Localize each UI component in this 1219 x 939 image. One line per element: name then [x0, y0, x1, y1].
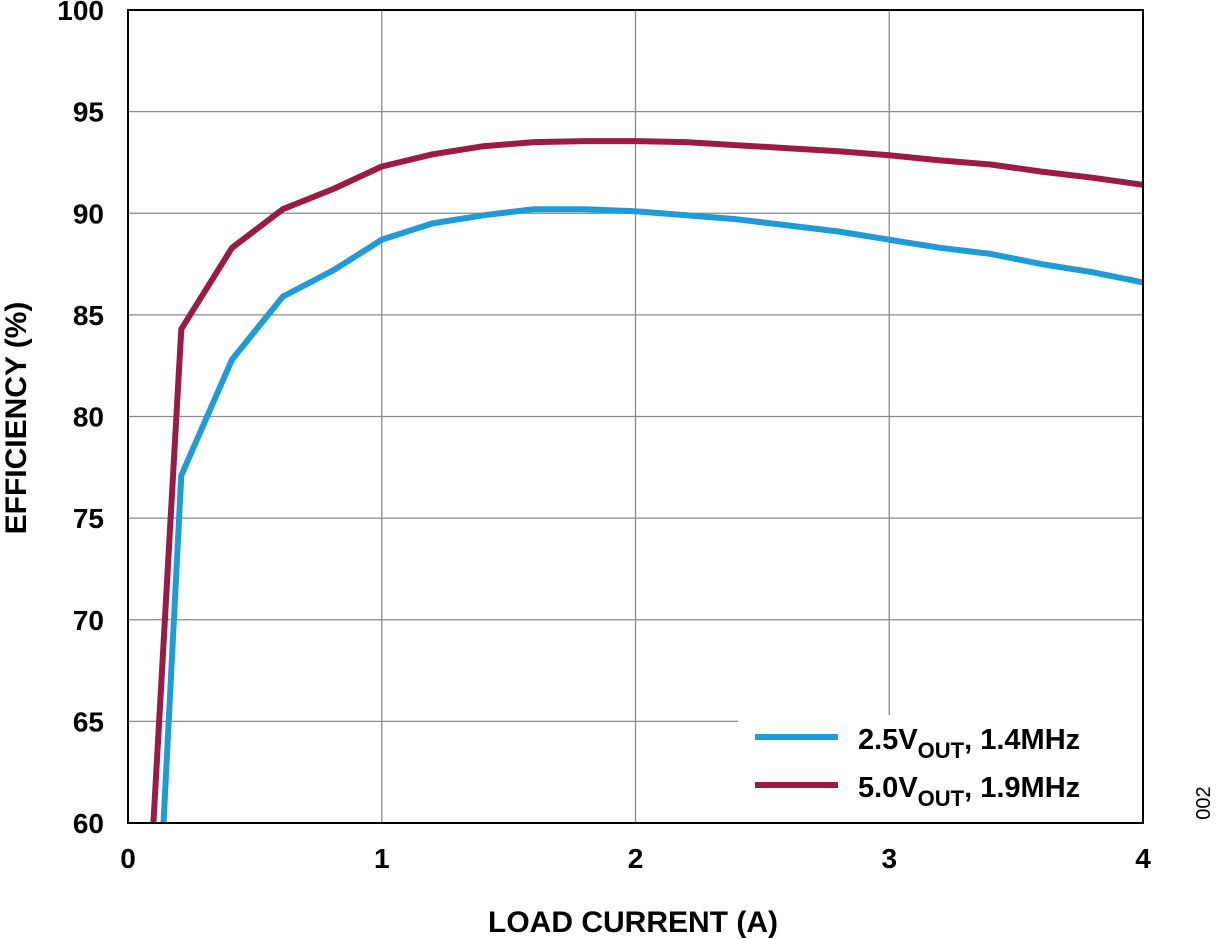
legend-voltage: 2.5V [858, 724, 918, 756]
legend-entry: 2.5VOUT, 1.4MHz [858, 724, 1080, 763]
tick-labels: 0 1 2 3 4 60 65 70 75 80 85 90 95 100 [57, 0, 1151, 874]
series-layer [150, 138, 1144, 824]
y-tick-label: 95 [73, 97, 104, 128]
figure-id: 002 [1193, 786, 1215, 819]
x-tick-label: 3 [881, 843, 897, 874]
legend-subscript: OUT [918, 738, 965, 763]
legend-voltage: 5.0V [858, 772, 918, 804]
y-tick-label: 90 [73, 198, 104, 229]
series-line-2 [150, 138, 1144, 824]
y-tick-label: 75 [73, 503, 104, 534]
x-axis-title: LOAD CURRENT (A) [488, 906, 778, 939]
y-tick-label: 70 [73, 605, 104, 636]
legend-subscript: OUT [918, 786, 965, 811]
legend-box [738, 715, 1142, 822]
y-tick-label: 100 [57, 0, 104, 26]
y-tick-label: 85 [73, 300, 104, 331]
y-tick-label: 80 [73, 402, 104, 433]
x-tick-label: 1 [374, 843, 390, 874]
y-axis-title: EFFICIENCY (%) [0, 302, 33, 535]
plot-frame [127, 9, 1144, 824]
grid [128, 10, 1143, 823]
x-tick-label: 2 [628, 843, 644, 874]
legend-frequency: , 1.9MHz [964, 772, 1080, 804]
series-line-1 [160, 206, 1144, 824]
x-tick-label: 0 [120, 843, 136, 874]
legend-frequency: , 1.4MHz [964, 724, 1080, 756]
x-tick-label: 4 [1135, 843, 1151, 874]
y-tick-label: 65 [73, 706, 104, 737]
legend-entry: 5.0VOUT, 1.9MHz [858, 772, 1080, 811]
y-tick-label: 60 [73, 808, 104, 839]
